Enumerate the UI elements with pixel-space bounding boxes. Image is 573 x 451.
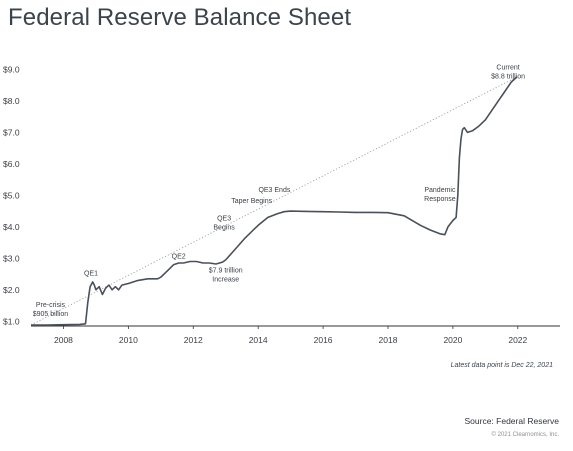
trend-line <box>30 76 518 326</box>
y-tick-label: $3.0 <box>3 253 20 263</box>
y-tick-label: $1.0 <box>3 316 20 326</box>
annotation-label: Pre-crisis $905 billion <box>33 302 69 318</box>
chart-title: Federal Reserve Balance Sheet <box>8 4 352 31</box>
x-tick-label: 2012 <box>184 335 203 345</box>
annotation-label: $7.9 trillion Increase <box>209 267 243 283</box>
y-tick-label: $6.0 <box>3 159 20 169</box>
annotation-label: Current $8.8 trillion <box>491 64 525 80</box>
y-tick-label: $4.0 <box>3 222 20 232</box>
balance-sheet-line <box>31 76 518 326</box>
source-label: Source: Federal Reserve <box>464 416 560 426</box>
annotation-label: Taper Begins <box>231 198 272 205</box>
copyright-label: © 2021 Clearnomics, Inc. <box>491 432 559 438</box>
latest-data-note: Latest data point is Dec 22, 2021 <box>450 362 553 369</box>
annotation-label: Pandemic Response <box>424 187 456 203</box>
x-tick-label: 2010 <box>119 335 138 345</box>
x-tick-label: 2018 <box>379 335 398 345</box>
y-tick-label: $8.0 <box>3 96 20 106</box>
x-tick-label: 2014 <box>249 335 268 345</box>
annotation-label: QE2 <box>172 253 186 260</box>
x-tick-label: 2008 <box>54 335 73 345</box>
x-tick-label: 2016 <box>314 335 333 345</box>
y-tick-label: $7.0 <box>3 127 20 137</box>
y-tick-label: $2.0 <box>3 285 20 295</box>
annotation-label: QE3 Begins <box>213 216 235 232</box>
x-tick-label: 2022 <box>508 335 527 345</box>
annotation-label: QE3 Ends <box>258 187 290 194</box>
y-tick-label: $9.0 <box>3 64 20 74</box>
y-tick-label: $5.0 <box>3 190 20 200</box>
x-tick-label: 2020 <box>443 335 462 345</box>
annotation-label: QE1 <box>84 271 98 278</box>
